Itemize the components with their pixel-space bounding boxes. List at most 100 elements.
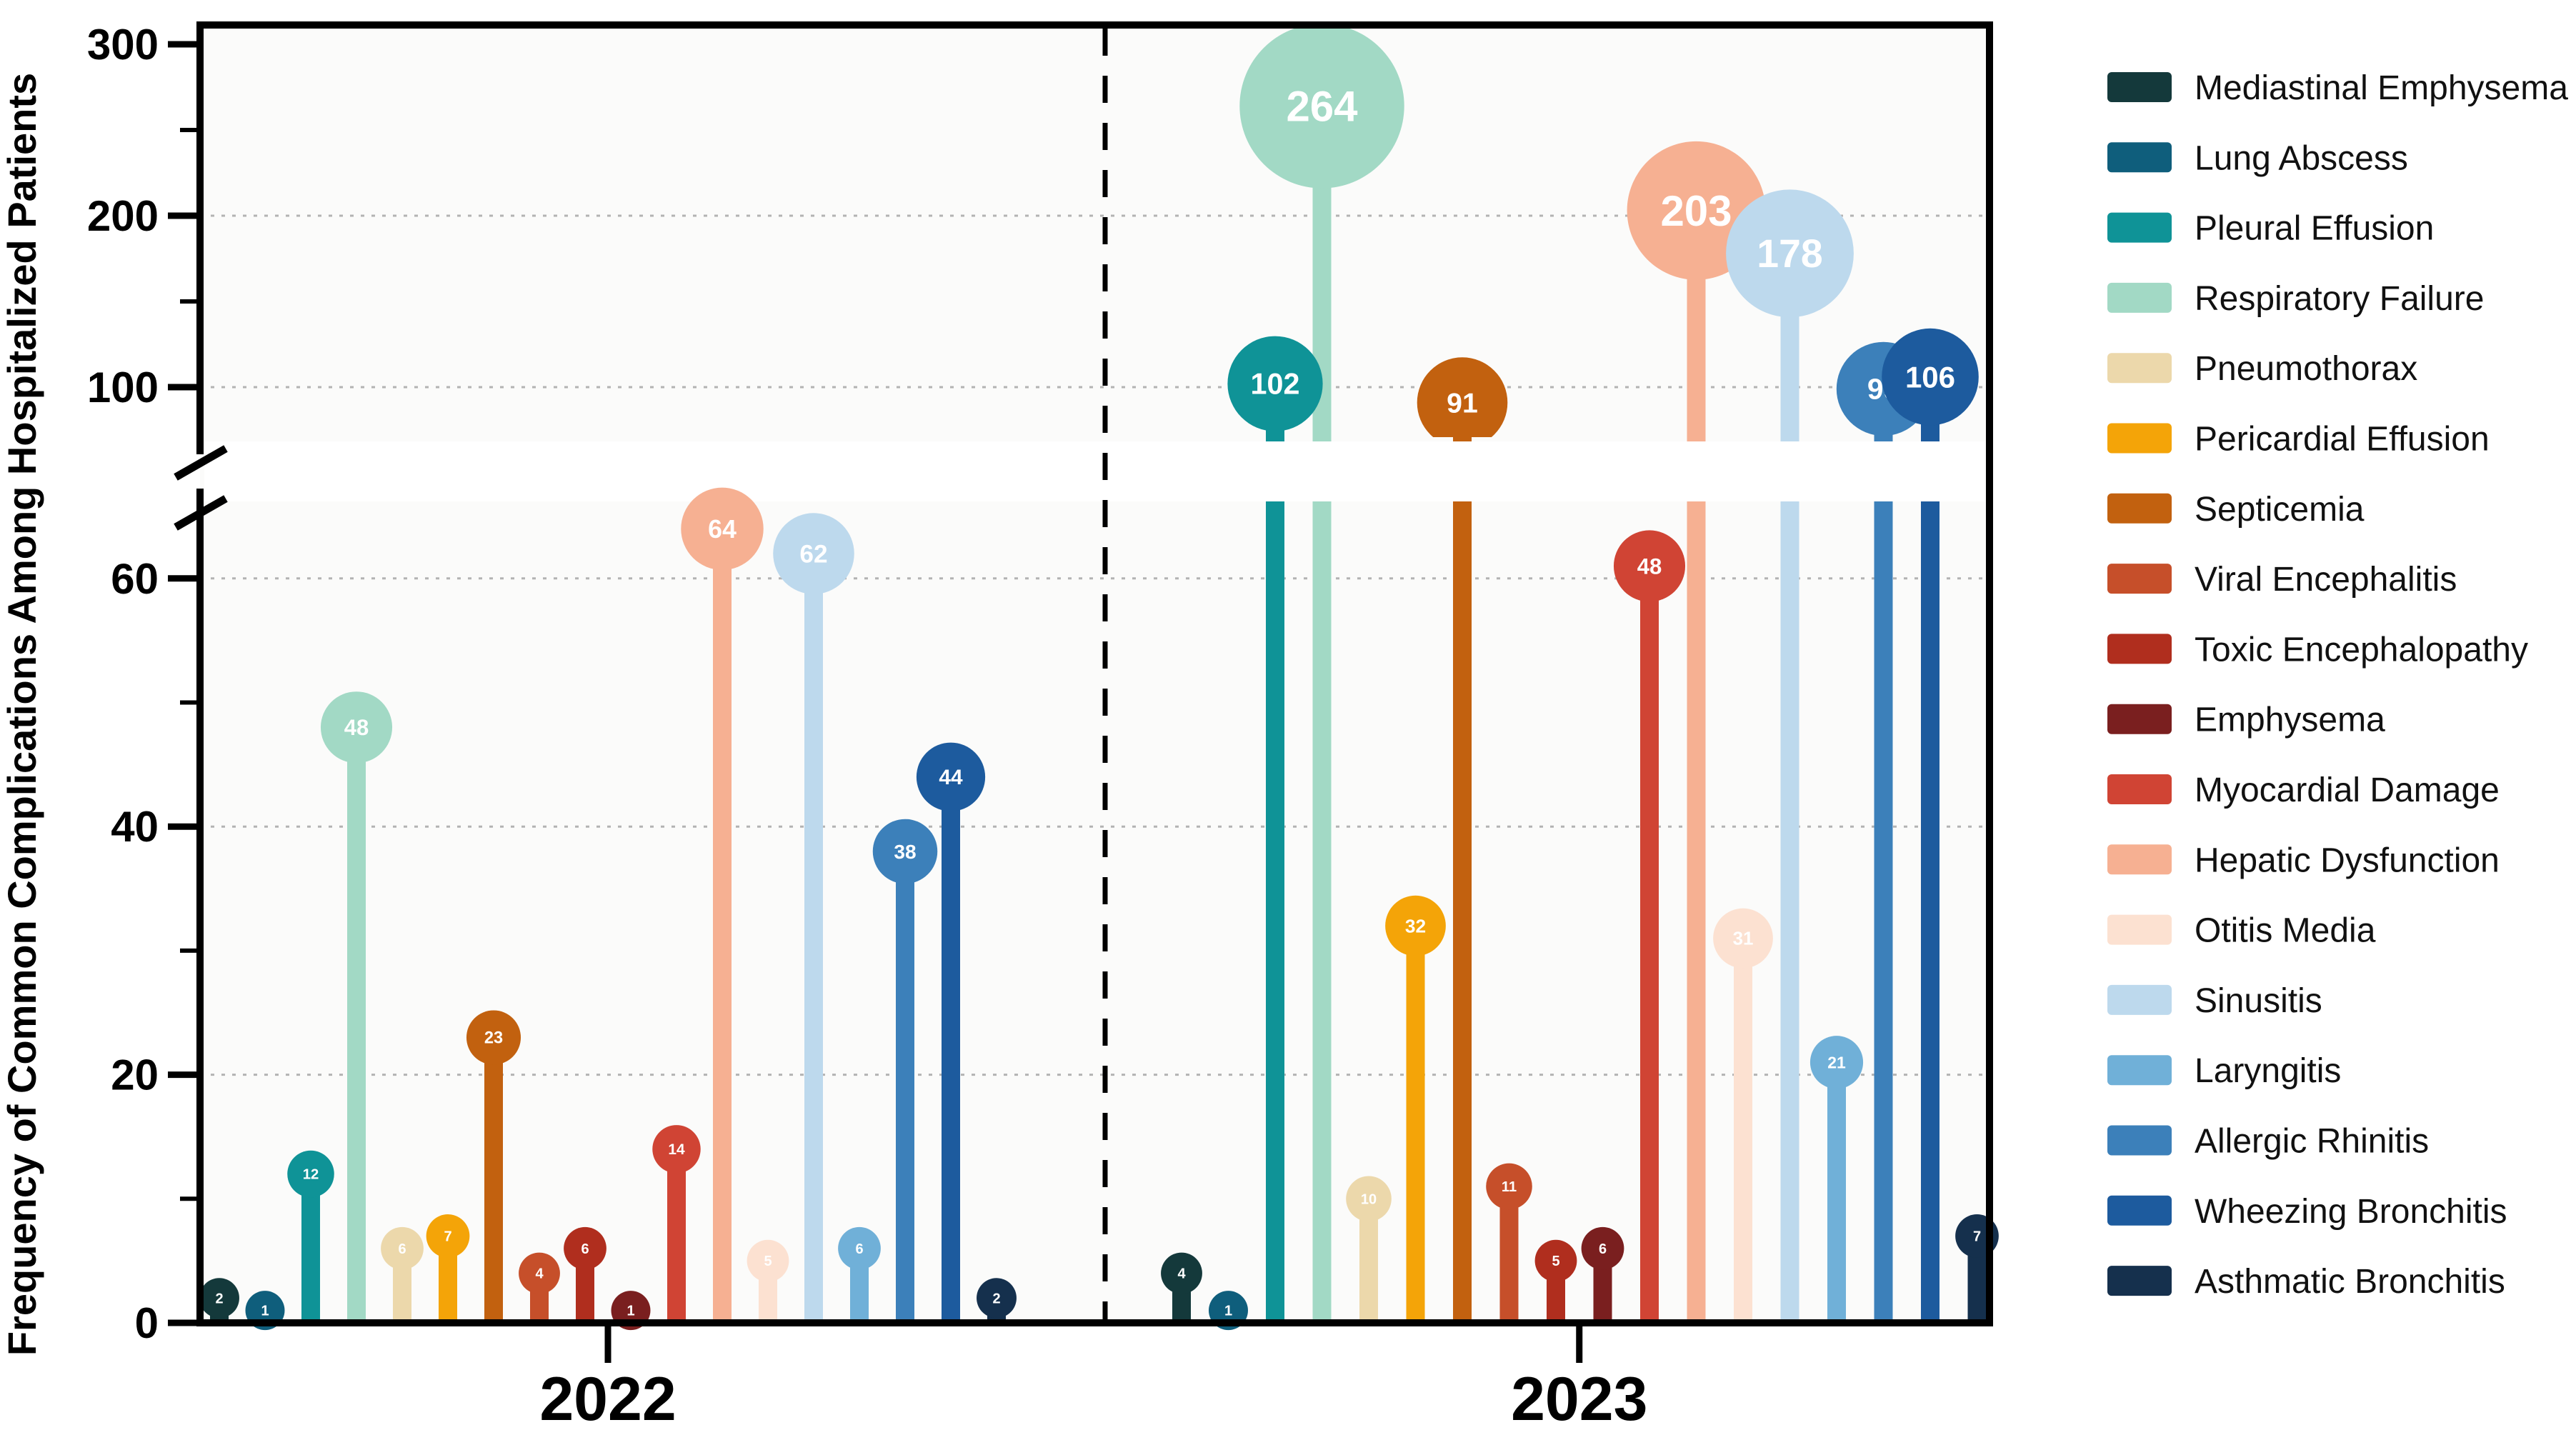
value-label-2023-otitis-media: 31	[1733, 928, 1754, 949]
legend: Mediastinal Emphysema Lung Abscess Pleural…	[2107, 69, 2568, 1301]
y-tick-label-0: 0	[135, 1299, 159, 1347]
legend-item-septicemia: Septicemia	[2107, 491, 2365, 529]
lollipop-head-2023-pericardial-effusion	[1385, 895, 1446, 956]
legend-label-otitis-media: Otitis Media	[2195, 912, 2376, 950]
legend-label-allergic-rhinitis: Allergic Rhinitis	[2195, 1123, 2429, 1161]
value-label-2023-asthmatic-bronchitis: 7	[1973, 1229, 1981, 1244]
lollipop-head-2022-pleural-effusion	[287, 1150, 334, 1198]
x-category-label-2023: 2023	[1511, 1365, 1647, 1434]
value-label-2022-pneumothorax: 6	[398, 1241, 406, 1257]
legend-swatch-toxic-encephalopathy	[2107, 634, 2172, 664]
legend-swatch-respiratory-failure	[2107, 282, 2172, 313]
legend-label-pneumothorax: Pneumothorax	[2195, 350, 2417, 388]
plot-frame	[174, 21, 1993, 1326]
legend-item-myocardial-damage: Myocardial Damage	[2107, 771, 2500, 809]
legend-item-allergic-rhinitis: Allergic Rhinitis	[2107, 1123, 2429, 1161]
lollipop-head-2023-pneumothorax	[1346, 1176, 1392, 1222]
value-label-2022-emphysema: 1	[626, 1304, 634, 1319]
lollipop-stem-2023-sinusitis	[1780, 253, 1799, 1326]
lollipop-stem-2022-wheezing-bronchitis	[942, 776, 960, 1326]
lollipop-head-2023-viral-encephalitis	[1486, 1163, 1532, 1210]
legend-label-respiratory-failure: Respiratory Failure	[2195, 280, 2484, 318]
value-label-2023-toxic-encephalopathy: 5	[1552, 1254, 1559, 1269]
lollipop-stem-2022-myocardial-damage	[667, 1149, 686, 1326]
legend-item-toxic-encephalopathy: Toxic Encephalopathy	[2107, 631, 2528, 669]
lollipop-stem-2023-laryngitis	[1827, 1062, 1846, 1326]
y-tick-label-200: 200	[87, 192, 159, 240]
lollipop-stem-2023-hepatic-dysfunction	[1687, 210, 1706, 1326]
lollipop-head-2023-emphysema	[1581, 1226, 1624, 1270]
lollipop-head-2023-pleural-effusion	[1227, 336, 1323, 431]
value-label-2022-allergic-rhinitis: 38	[894, 841, 916, 863]
legend-swatch-hepatic-dysfunction	[2107, 844, 2172, 875]
y-tick-label-100: 100	[87, 364, 159, 411]
lollipop-head-2023-sinusitis	[1726, 189, 1854, 318]
x-category-label-2022: 2022	[539, 1365, 676, 1434]
lollipop-stem-2022-hepatic-dysfunction	[713, 529, 732, 1326]
value-label-2023-pleural-effusion: 102	[1251, 368, 1300, 401]
legend-label-hepatic-dysfunction: Hepatic Dysfunction	[2195, 841, 2500, 879]
lollipop-stem-2023-pleural-effusion	[1266, 384, 1284, 1326]
lollipop-head-2023-wheezing-bronchitis	[1882, 328, 1979, 426]
lollipop-head-2022-asthmatic-bronchitis	[977, 1278, 1017, 1319]
value-label-2023-septicemia: 91	[1447, 387, 1478, 419]
y-tick-label-300: 300	[87, 21, 159, 69]
value-label-2023-lung-abscess: 1	[1224, 1304, 1232, 1319]
lollipop-head-2022-pneumothorax	[381, 1226, 424, 1270]
lollipop-head-2022-allergic-rhinitis	[872, 819, 938, 884]
legend-item-wheezing-bronchitis: Wheezing Bronchitis	[2107, 1193, 2507, 1231]
axis-break-band	[204, 441, 1985, 501]
axis-break-mark-bottom	[174, 495, 228, 531]
legend-label-sinusitis: Sinusitis	[2195, 982, 2322, 1020]
legend-swatch-septicemia	[2107, 493, 2172, 524]
value-label-2023-myocardial-damage: 48	[1637, 554, 1662, 579]
lollipop-stem-2023-otitis-media	[1734, 938, 1752, 1326]
lollipop-head-2023-septicemia	[1417, 357, 1508, 437]
value-label-2022-hepatic-dysfunction: 64	[708, 515, 737, 544]
lollipop-stem-2022-allergic-rhinitis	[896, 851, 914, 1326]
legend-item-sinusitis: Sinusitis	[2107, 982, 2322, 1020]
value-label-2022-sinusitis: 62	[799, 540, 827, 568]
legend-swatch-viral-encephalitis	[2107, 564, 2172, 594]
lollipop-stem-2022-respiratory-failure	[347, 727, 366, 1326]
legend-swatch-pericardial-effusion	[2107, 423, 2172, 454]
lollipop-stems	[210, 106, 1987, 1326]
lollipop-stem-2022-septicemia	[484, 1037, 503, 1326]
lollipop-heads-lower-panel: 2112486723461146456263844241103211564831…	[199, 487, 1999, 1331]
lollipop-head-2023-respiratory-failure	[1239, 27, 1404, 189]
lollipop-stem-2023-respiratory-failure	[1312, 106, 1332, 1326]
legend-swatch-allergic-rhinitis	[2107, 1125, 2172, 1156]
lollipop-head-2023-laryngitis	[1809, 1036, 1864, 1089]
legend-item-mediastinal-emphysema: Mediastinal Emphysema	[2107, 69, 2568, 107]
value-label-2023-hepatic-dysfunction: 203	[1660, 187, 1732, 235]
legend-swatch-mediastinal-emphysema	[2107, 72, 2172, 102]
lollipop-heads-upper-panel: 1022649120317899106	[1227, 27, 1979, 437]
legend-item-hepatic-dysfunction: Hepatic Dysfunction	[2107, 841, 2500, 879]
lollipop-head-2022-laryngitis	[838, 1226, 881, 1270]
legend-swatch-wheezing-bronchitis	[2107, 1195, 2172, 1226]
legend-item-emphysema: Emphysema	[2107, 701, 2385, 739]
legend-swatch-myocardial-damage	[2107, 774, 2172, 804]
legend-label-myocardial-damage: Myocardial Damage	[2195, 771, 2500, 809]
lollipop-head-2022-otitis-media	[747, 1239, 789, 1282]
legend-item-asthmatic-bronchitis: Asthmatic Bronchitis	[2107, 1263, 2505, 1301]
legend-label-lung-abscess: Lung Abscess	[2195, 139, 2408, 177]
value-label-2022-lung-abscess: 1	[261, 1304, 269, 1319]
legend-swatch-pneumothorax	[2107, 353, 2172, 384]
legend-item-pericardial-effusion: Pericardial Effusion	[2107, 421, 2490, 459]
lollipop-head-2022-viral-encephalitis	[519, 1252, 560, 1294]
value-label-2023-sinusitis: 178	[1757, 231, 1822, 276]
legend-label-septicemia: Septicemia	[2195, 491, 2365, 529]
lollipop-stem-2022-pleural-effusion	[301, 1174, 320, 1326]
y-axis-title: Frequency of Common Complications Among …	[0, 73, 44, 1356]
value-label-2022-otitis-media: 5	[764, 1254, 772, 1269]
legend-item-pneumothorax: Pneumothorax	[2107, 350, 2417, 388]
legend-label-emphysema: Emphysema	[2195, 701, 2385, 739]
lollipop-head-2022-mediastinal-emphysema	[199, 1278, 239, 1319]
value-label-2022-mediastinal-emphysema: 2	[215, 1291, 223, 1306]
lollipop-stem-2023-viral-encephalitis	[1499, 1186, 1519, 1326]
legend-label-wheezing-bronchitis: Wheezing Bronchitis	[2195, 1193, 2507, 1231]
legend-item-respiratory-failure: Respiratory Failure	[2107, 280, 2484, 318]
value-label-2023-mediastinal-emphysema: 4	[1177, 1266, 1186, 1282]
value-label-2023-pneumothorax: 10	[1361, 1191, 1377, 1207]
